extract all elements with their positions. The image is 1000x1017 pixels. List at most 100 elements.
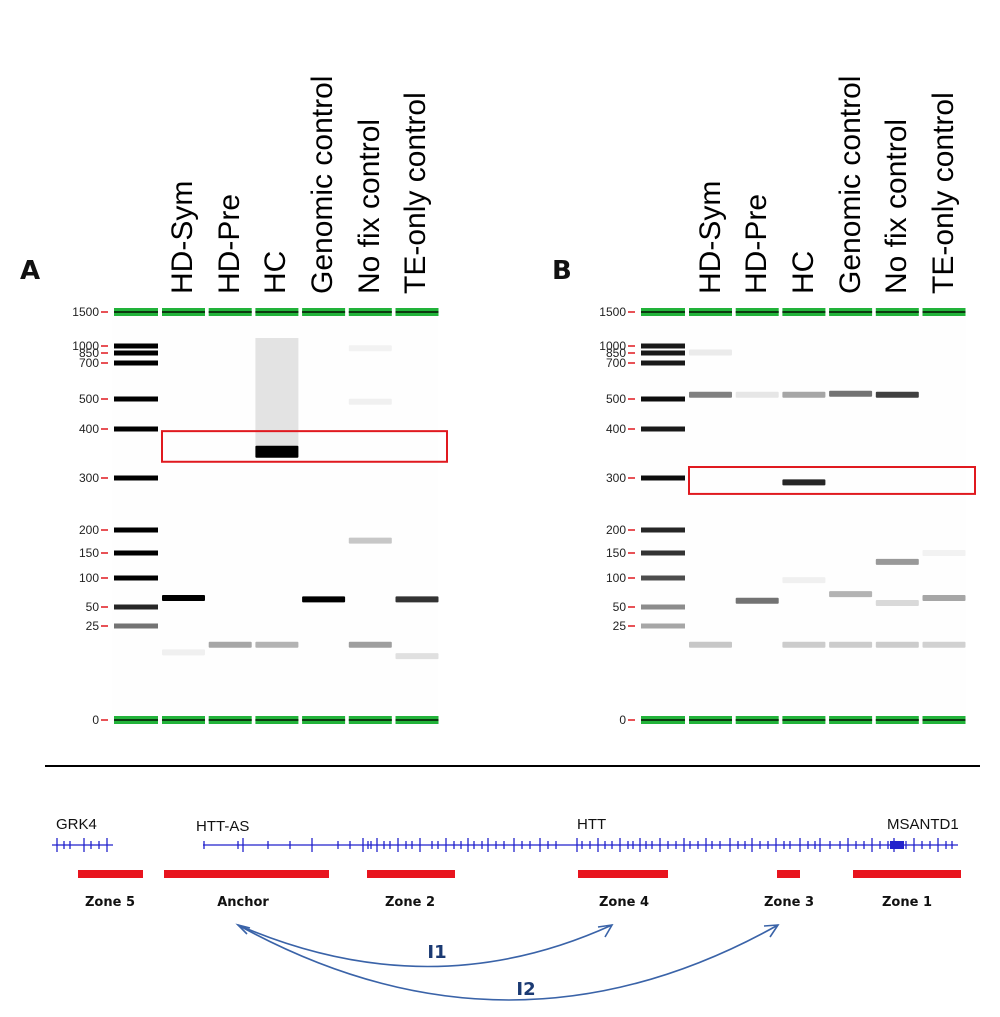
- lower-marker-core-1: [162, 719, 205, 721]
- highlight-box-b: [688, 466, 976, 495]
- lane-labels-a: HD-Sym HD-Pre HC Genomic control No fix …: [166, 76, 432, 294]
- upper-marker-core-6: [922, 311, 966, 313]
- ladder-band-1000: [114, 343, 158, 349]
- lower-marker-core-5: [875, 719, 919, 721]
- band-lane5-17: [922, 641, 966, 648]
- arrowhead-anchor-icon: [235, 923, 251, 935]
- ladder-band-500: [114, 396, 158, 402]
- arc-i2: [237, 924, 779, 1001]
- upper-marker-core-3: [782, 311, 826, 313]
- lane-labels-b: HD-Sym HD-Pre HC Genomic control No fix …: [694, 76, 960, 294]
- ladder-label-25: 25: [613, 619, 627, 633]
- ladder-band-850: [641, 350, 685, 356]
- gel-panel-b: B HD-Sym HD-Pre HC Genomic control No fi…: [552, 76, 976, 728]
- band-lane2-7: [782, 641, 826, 648]
- ladder-label-200: 200: [79, 523, 99, 537]
- band-lane5-16: [922, 595, 966, 602]
- gel-panel-a: A HD-Sym HD-Pre HC Genomic control No fi…: [20, 76, 448, 728]
- ladder-label-50: 50: [86, 600, 100, 614]
- ladder-band-400: [641, 426, 685, 432]
- ladder-band-700: [641, 360, 685, 366]
- ladder-band-25: [114, 623, 158, 629]
- lane-label-hd-sym-a: HD-Sym: [166, 181, 199, 294]
- ladder-label-1000: 1000: [599, 339, 626, 353]
- band-lane3-9: [829, 390, 873, 397]
- ladder-label-0: 0: [92, 713, 99, 727]
- lane-label-genomic-control-a: Genomic control: [306, 76, 339, 294]
- upper-marker-core-6: [395, 311, 439, 313]
- ladder-band-25: [641, 623, 685, 629]
- band-lane4-9: [348, 398, 392, 405]
- gene-label-grk4: GRK4: [56, 816, 97, 833]
- zone-bar-zone-1: [853, 870, 961, 878]
- ladder-label-850: 850: [606, 346, 626, 360]
- ladder-label-1500: 1500: [72, 305, 99, 319]
- zone-bar-zone-2: [367, 870, 455, 878]
- ladder-band-50: [641, 604, 685, 610]
- band-lane3-5: [302, 596, 346, 603]
- upper-marker-core-1: [689, 311, 732, 313]
- lane-label-genomic-control-b: Genomic control: [834, 76, 867, 294]
- ladder-label-1500: 1500: [599, 305, 626, 319]
- ladder-band-150: [641, 550, 685, 556]
- band-lane0-0: [689, 391, 732, 398]
- bands-a: [114, 308, 439, 724]
- band-lane4-13: [875, 558, 919, 565]
- lane-label-hd-sym-b: HD-Sym: [694, 181, 727, 294]
- lower-marker-core-3: [255, 719, 299, 721]
- lower-marker-core-4: [302, 719, 346, 721]
- arrowhead-zone-4-icon: [597, 923, 614, 938]
- ladder-label-100: 100: [606, 571, 626, 585]
- ladder-label-500: 500: [79, 392, 99, 406]
- upper-marker-core-0: [114, 311, 158, 313]
- ladder-label-700: 700: [79, 356, 99, 370]
- ladder-band-1000: [641, 343, 685, 349]
- lane-label-hc-b: HC: [787, 251, 820, 294]
- lower-marker-core-6: [922, 719, 966, 721]
- ladder-label-25: 25: [86, 619, 100, 633]
- ladder-band-150: [114, 550, 158, 556]
- lower-marker-core-3: [782, 719, 826, 721]
- upper-marker-core-4: [829, 311, 873, 313]
- upper-marker-core-1: [162, 311, 205, 313]
- lane-label-no-fix-control-b: No fix control: [880, 119, 913, 294]
- ladder-label-100: 100: [79, 571, 99, 585]
- arc-i1: [237, 924, 613, 968]
- ladder-label-50: 50: [613, 600, 627, 614]
- upper-marker-core-2: [735, 311, 779, 313]
- lower-marker-core-6: [395, 719, 439, 721]
- band-lane4-12: [875, 391, 919, 398]
- gene-label-msantd1: MSANTD1: [887, 816, 959, 833]
- band-lane0-0: [162, 595, 205, 602]
- band-lane3-10: [829, 591, 873, 598]
- lane-label-hd-pre-b: HD-Pre: [740, 194, 773, 294]
- upper-marker-core-5: [875, 311, 919, 313]
- interaction-label-i2: I2: [516, 979, 535, 1000]
- band-lane5-18: [922, 550, 966, 556]
- smear-0: [255, 338, 299, 457]
- zone-label-zone-4: Zone 4: [599, 895, 649, 910]
- ladder-label-0: 0: [619, 713, 626, 727]
- band-lane1-2: [208, 641, 252, 648]
- zone-bar-zone-4: [578, 870, 668, 878]
- gene-track: [52, 838, 958, 852]
- ladder-label-300: 300: [79, 471, 99, 485]
- band-lane4-6: [348, 537, 392, 544]
- lower-marker-core-0: [641, 719, 685, 721]
- gel-background-b: [640, 308, 966, 728]
- lower-marker-core-5: [348, 719, 392, 721]
- lane-label-hd-pre-a: HD-Pre: [213, 194, 246, 294]
- highlight-box-a: [161, 430, 448, 463]
- lane-label-hc-a: HC: [259, 251, 292, 294]
- panel-letter-b: B: [552, 256, 572, 286]
- arrowhead-zone-3-icon: [763, 924, 780, 938]
- band-lane2-4: [255, 641, 299, 648]
- ladder-label-150: 150: [606, 546, 626, 560]
- zone-label-zone-3: Zone 3: [764, 895, 814, 910]
- upper-marker-core-4: [302, 311, 346, 313]
- ladder-band-100: [114, 575, 158, 581]
- lower-marker-core-1: [689, 719, 732, 721]
- band-lane0-1: [689, 641, 732, 648]
